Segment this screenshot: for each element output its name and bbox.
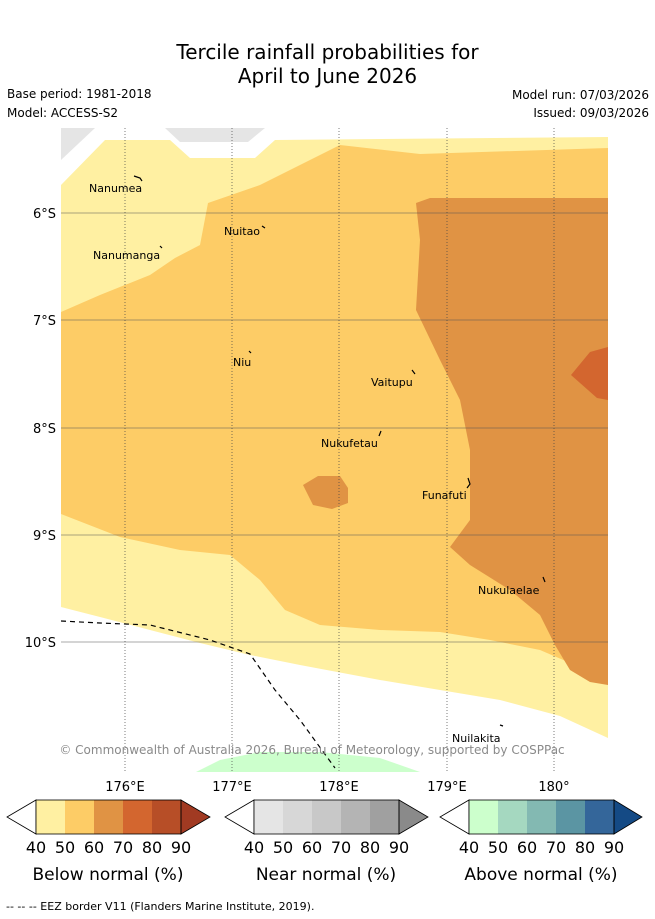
island-label-nanumea: Nanumea bbox=[89, 182, 142, 195]
legend-near-bin-1 bbox=[254, 800, 283, 834]
island-shape-nukulaelae bbox=[542, 576, 546, 583]
legend-below-high-arrow bbox=[180, 799, 211, 835]
island-shape-nukufetau bbox=[378, 430, 382, 437]
lon-label-177e: 177°E bbox=[212, 780, 252, 795]
island-label-nukulaelae: Nukulaelae bbox=[478, 584, 540, 597]
legend-near-tick-50: 50 bbox=[273, 838, 293, 857]
legend-above-tick-60: 60 bbox=[517, 838, 537, 857]
legend-near-bin-3 bbox=[312, 800, 341, 834]
legend-above-title: Above normal (%) bbox=[464, 865, 617, 885]
eez-footnote: -- -- -- EEZ border V11 (Flanders Marine… bbox=[6, 900, 315, 913]
legend-near-tick-90: 90 bbox=[389, 838, 409, 857]
island-outlines bbox=[133, 175, 546, 727]
legend-near-normal: 40 50 60 70 80 90 Near normal (%) bbox=[224, 799, 429, 885]
island-label-nuitao: Nuitao bbox=[224, 225, 260, 238]
legend-below-bin-1 bbox=[36, 800, 65, 834]
title-line-2: April to June 2026 bbox=[237, 64, 418, 88]
island-label-vaitupu: Vaitupu bbox=[371, 376, 413, 389]
legend-above-tick-50: 50 bbox=[488, 838, 508, 857]
near-normal-patch-nw bbox=[61, 128, 95, 160]
island-shape-nuilakita bbox=[499, 724, 504, 727]
legend-below-tick-50: 50 bbox=[55, 838, 75, 857]
near-normal-patch-n bbox=[165, 128, 265, 142]
lat-label-9s: 9°S bbox=[33, 529, 56, 544]
legend-above-tick-40: 40 bbox=[459, 838, 479, 857]
legend-near-tick-60: 60 bbox=[302, 838, 322, 857]
lon-label-178e: 178°E bbox=[319, 780, 359, 795]
legend-below-tick-90: 90 bbox=[171, 838, 191, 857]
model-run: Model run: 07/03/2026 bbox=[511, 88, 649, 102]
issued-date: Issued: 09/03/2026 bbox=[533, 106, 649, 120]
legend-near-frame bbox=[253, 799, 400, 835]
legend-below-bin-5 bbox=[152, 800, 181, 834]
legend-below-tick-40: 40 bbox=[26, 838, 46, 857]
island-label-nuilakita: Nuilakita bbox=[452, 732, 501, 745]
legend-above-frame bbox=[468, 799, 615, 835]
legend-above-tick-90: 90 bbox=[604, 838, 624, 857]
map-title: Tercile rainfall probabilities for April… bbox=[0, 40, 655, 88]
legend-above-high-arrow bbox=[613, 799, 643, 835]
region-above-40-50 bbox=[196, 752, 420, 772]
legend-above-bin-1 bbox=[469, 800, 498, 834]
island-shape-niu bbox=[248, 350, 252, 354]
legend-below-tick-60: 60 bbox=[84, 838, 104, 857]
legend-near-title: Near normal (%) bbox=[256, 865, 396, 885]
title-line-1: Tercile rainfall probabilities for bbox=[176, 40, 479, 64]
legend-above-bin-4 bbox=[556, 800, 585, 834]
legend-below-tick-70: 70 bbox=[113, 838, 133, 857]
legend-near-tick-70: 70 bbox=[331, 838, 351, 857]
island-label-niu: Niu bbox=[233, 356, 251, 369]
region-below-70-80 bbox=[571, 347, 608, 400]
legend-above-bin-5 bbox=[585, 800, 614, 834]
region-below-60-70-blob bbox=[303, 476, 348, 509]
legend-above-tick-70: 70 bbox=[546, 838, 566, 857]
legend-near-bin-4 bbox=[341, 800, 370, 834]
lat-gridlines bbox=[61, 212, 608, 643]
island-shape-nanumanga bbox=[159, 245, 163, 249]
lon-gridlines bbox=[124, 128, 555, 772]
island-shape-vaitupu bbox=[411, 369, 416, 375]
legend-below-normal: 40 50 60 70 80 90 Below normal (%) bbox=[6, 799, 211, 885]
legend-below-title: Below normal (%) bbox=[33, 865, 184, 885]
lon-label-179e: 179°E bbox=[427, 780, 467, 795]
legend-near-tick-80: 80 bbox=[360, 838, 380, 857]
legend-near-tick-40: 40 bbox=[244, 838, 264, 857]
island-shape-nuitao bbox=[261, 225, 266, 229]
legend-above-low-arrow bbox=[439, 799, 470, 835]
legend-above-bin-2 bbox=[498, 800, 527, 834]
map-area: Nanumea Nuitao Nanumanga Niu Vaitupu Nuk… bbox=[59, 128, 608, 772]
eez-border bbox=[61, 620, 336, 769]
legend-near-low-arrow bbox=[224, 799, 255, 835]
legend-below-frame bbox=[35, 799, 182, 835]
legend-below-bin-3 bbox=[94, 800, 123, 834]
legend-near-high-arrow bbox=[398, 799, 429, 835]
island-label-nukufetau: Nukufetau bbox=[321, 437, 378, 450]
island-label-nanumanga: Nanumanga bbox=[93, 249, 160, 262]
legend-below-tick-80: 80 bbox=[142, 838, 162, 857]
island-shape-funafuti bbox=[466, 477, 471, 489]
lat-label-6s: 6°S bbox=[33, 207, 56, 222]
legend-above-bin-3 bbox=[527, 800, 556, 834]
legend-above-tick-80: 80 bbox=[575, 838, 595, 857]
lat-label-8s: 8°S bbox=[33, 422, 56, 437]
legend-above-normal: 40 50 60 70 80 90 Above normal (%) bbox=[439, 799, 643, 885]
copyright-note: © Commonwealth of Australia 2026, Bureau… bbox=[59, 743, 564, 757]
legend-near-bin-5 bbox=[370, 800, 399, 834]
model-name: Model: ACCESS-S2 bbox=[7, 106, 119, 120]
legend-near-bin-2 bbox=[283, 800, 312, 834]
lat-label-7s: 7°S bbox=[33, 314, 56, 329]
lon-label-180: 180° bbox=[538, 780, 569, 795]
lon-label-176e: 176°E bbox=[105, 780, 145, 795]
lat-label-10s: 10°S bbox=[25, 636, 56, 651]
base-period: Base period: 1981-2018 bbox=[7, 87, 152, 101]
legend-below-low-arrow bbox=[6, 799, 37, 835]
island-label-funafuti: Funafuti bbox=[422, 489, 467, 502]
legend-below-bin-4 bbox=[123, 800, 152, 834]
legend-below-bin-2 bbox=[65, 800, 94, 834]
island-shape-nanumea bbox=[133, 175, 143, 182]
